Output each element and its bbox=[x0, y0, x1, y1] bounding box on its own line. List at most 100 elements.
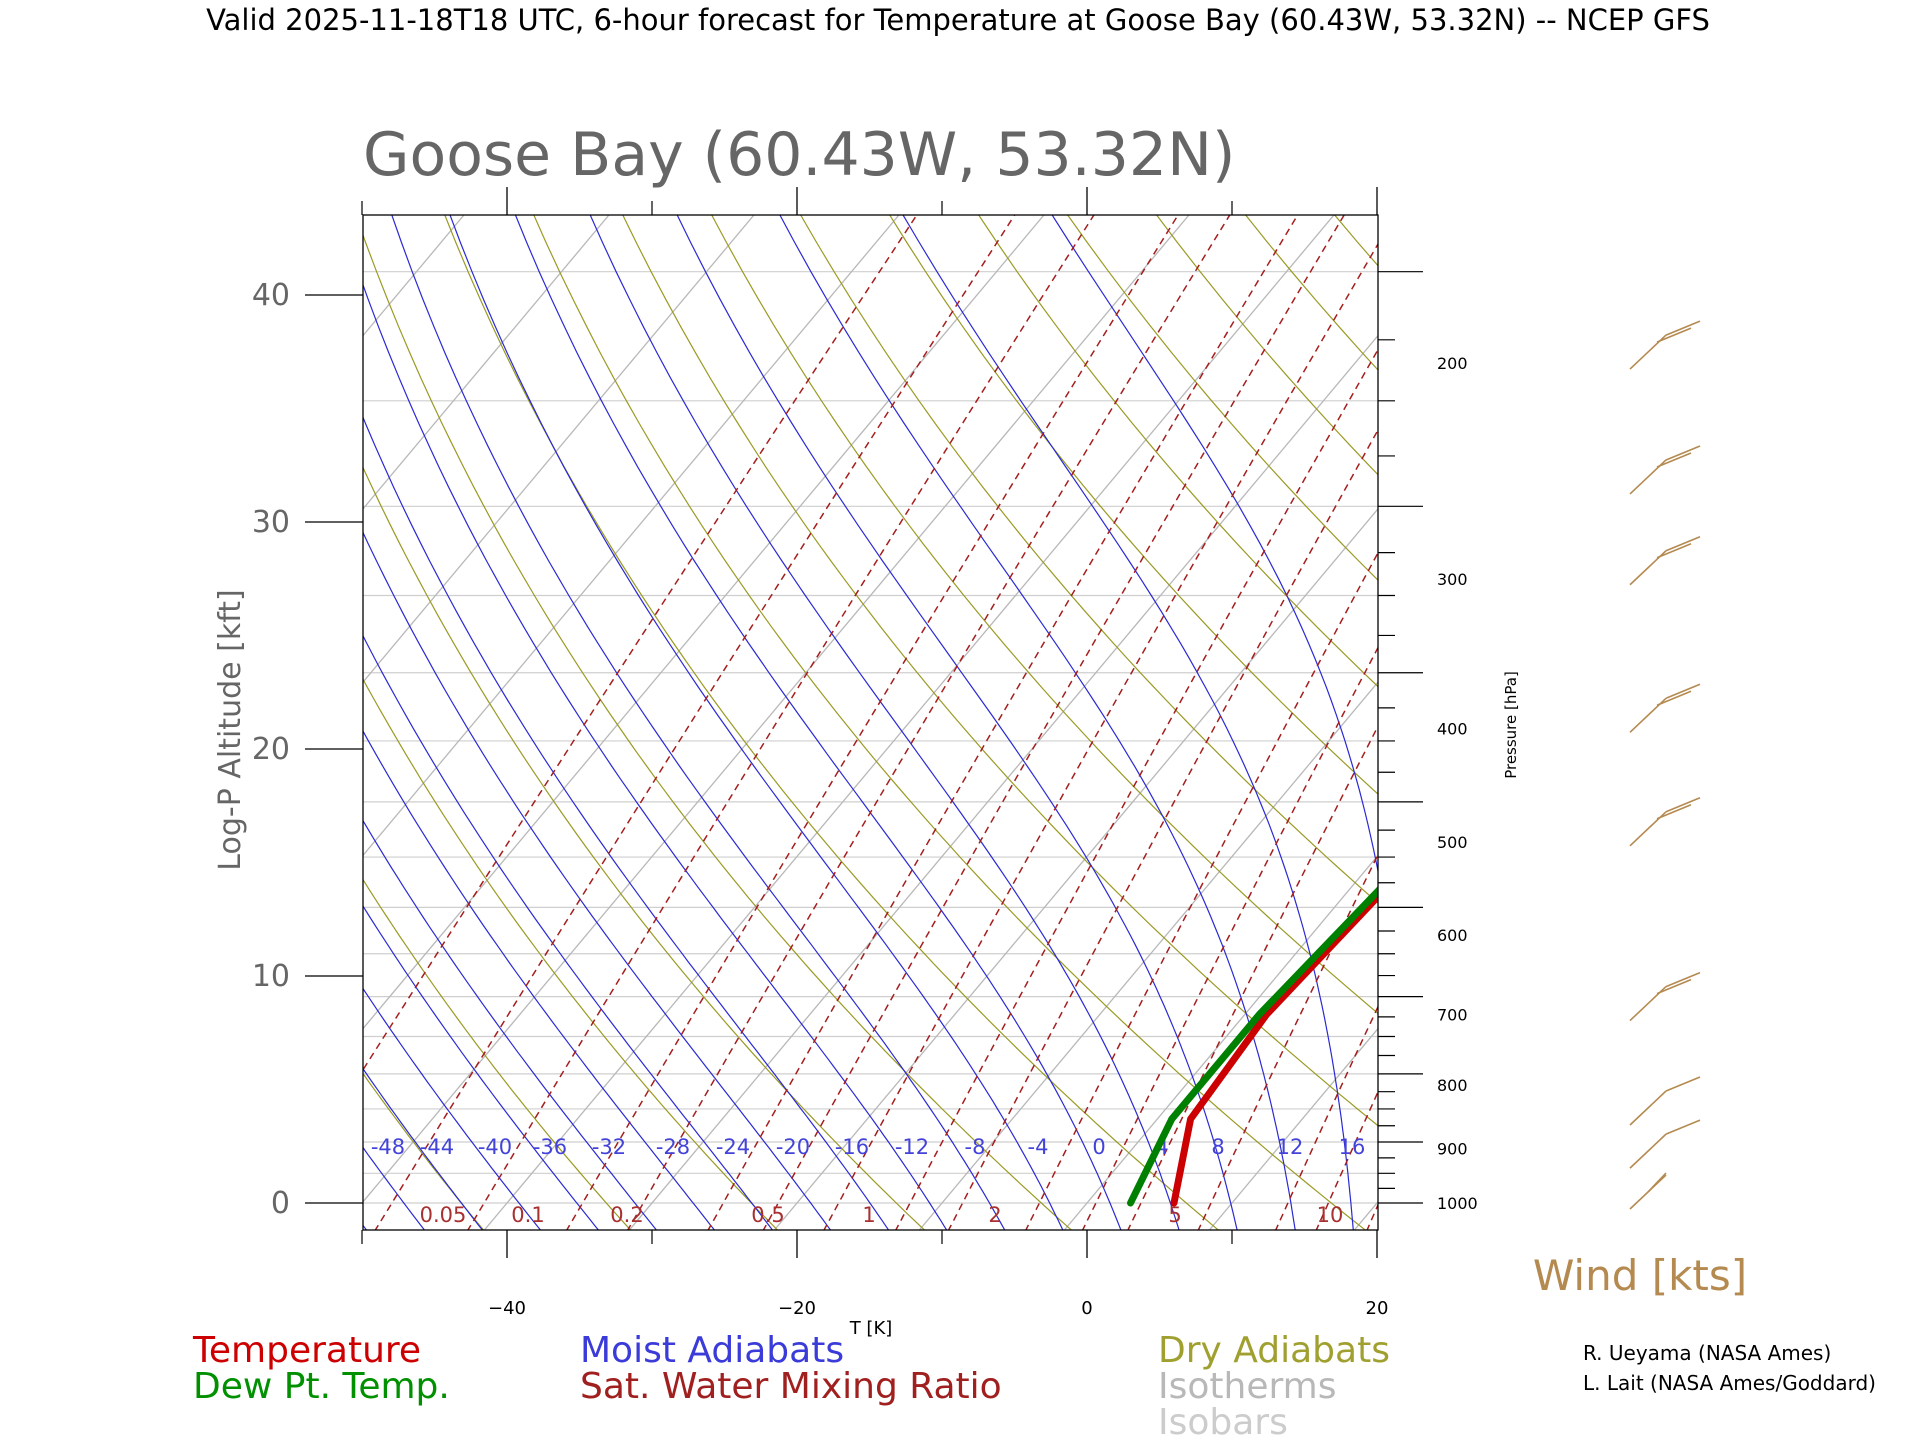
wind-barb-feather bbox=[1656, 452, 1692, 468]
moist-adiabat-line bbox=[902, 215, 1354, 1230]
isotherm-line bbox=[363, 215, 1045, 1030]
dry-adiabat-line bbox=[533, 215, 1367, 1230]
x-tick-label: 20 bbox=[1366, 1298, 1389, 1319]
x-tick-label: 0 bbox=[1081, 1298, 1092, 1319]
pressure-tick-label: 900 bbox=[1437, 1140, 1468, 1159]
wind-barb bbox=[1629, 536, 1701, 586]
mixing-ratio-line bbox=[1197, 852, 1378, 1230]
moist-adiabat-label: -8 bbox=[965, 1135, 986, 1159]
mixing-ratio-line bbox=[565, 215, 1179, 1230]
dry-adiabat-line bbox=[1416, 105, 1920, 1231]
wind-barb-staff bbox=[1629, 1133, 1667, 1169]
y-tick-label: 40 bbox=[252, 278, 290, 313]
profile-lines bbox=[1127, 886, 1378, 1207]
mixing-ratio-line bbox=[1315, 1090, 1378, 1230]
mixing-ratio-label: 0.05 bbox=[420, 1203, 467, 1227]
wind-barb-feather bbox=[1665, 320, 1701, 336]
wind-barb-feather bbox=[1665, 536, 1701, 552]
mixing-ratio-line bbox=[823, 242, 1378, 1230]
dry-adiabat-line bbox=[363, 678, 779, 1230]
legend-dewpoint: Dew Pt. Temp. bbox=[193, 1366, 450, 1407]
moist-adiabat-line bbox=[0, 562, 193, 1232]
moist-adiabat-line bbox=[391, 215, 1006, 1230]
wind-barb bbox=[1629, 971, 1701, 1022]
wind-barb-feather bbox=[1665, 445, 1701, 461]
wind-label: Wind [kts] bbox=[1533, 1251, 1747, 1300]
legend: Temperature Dew Pt. Temp. Moist Adiabats… bbox=[192, 1330, 1390, 1440]
dry-adiabat-line bbox=[1332, 105, 1920, 1231]
moist-adiabat-line bbox=[363, 283, 948, 1230]
dry-adiabat-line bbox=[1754, 105, 1920, 1231]
mixing-ratio-label: 5 bbox=[1168, 1203, 1181, 1227]
dry-adiabat-line bbox=[888, 215, 1378, 795]
isotherm-line bbox=[0, 215, 319, 1230]
wind-barbs bbox=[1629, 320, 1701, 1210]
dry-adiabat-line bbox=[363, 233, 1073, 1230]
dry-adiabat-line bbox=[1838, 105, 1920, 1231]
moist-adiabat-label: -36 bbox=[533, 1135, 567, 1159]
mixing-ratio-line bbox=[1127, 724, 1378, 1230]
wind-barb-feather bbox=[1656, 978, 1692, 995]
pressure-tick-label: 200 bbox=[1437, 354, 1468, 373]
moist-adiabat-line bbox=[779, 215, 1296, 1230]
mixing-ratio-line bbox=[1081, 646, 1378, 1230]
moist-adiabat-line bbox=[363, 531, 832, 1230]
y-tick-label: 20 bbox=[252, 732, 290, 767]
background-grid: -48 -44 -40 -36 -32 -28 -24 -20 -16 -12 -8 -4 0 4 8 12 1… bbox=[0, 105, 1920, 1232]
wind-barb-feather bbox=[1665, 797, 1701, 813]
dry-adiabat-line bbox=[1501, 105, 1920, 1231]
wind-barb-staff bbox=[1629, 1090, 1667, 1126]
mixing-ratio-label: 10 bbox=[1317, 1203, 1344, 1227]
mixing-ratio-line bbox=[947, 428, 1378, 1230]
moist-adiabat-label: -44 bbox=[420, 1135, 454, 1159]
wind-barb-feather bbox=[1656, 690, 1692, 707]
moist-adiabat-line bbox=[363, 987, 542, 1230]
isotherm-line bbox=[1208, 1027, 1378, 1230]
pressure-tick-label: 700 bbox=[1437, 1006, 1468, 1025]
mixing-ratio-line bbox=[707, 215, 1299, 1230]
dry-adiabat-line bbox=[711, 215, 1378, 1015]
credit-lait: L. Lait (NASA Ames/Goddard) bbox=[1583, 1371, 1876, 1395]
x-axis-label: T [K] bbox=[849, 1318, 893, 1339]
legend-isotherms: Isotherms bbox=[1158, 1366, 1336, 1407]
pressure-tick-label: 500 bbox=[1437, 833, 1468, 852]
moist-adiabat-line bbox=[1051, 215, 1378, 875]
moist-adiabat-label: -24 bbox=[716, 1135, 750, 1159]
mixing-ratio-line bbox=[1366, 1202, 1378, 1230]
wind-barb-feather bbox=[1665, 971, 1701, 988]
dry-adiabat-line bbox=[1066, 215, 1378, 582]
moist-adiabat-label: -20 bbox=[776, 1135, 810, 1159]
legend-temperature: Temperature bbox=[192, 1330, 421, 1371]
moist-adiabat-label: -12 bbox=[895, 1135, 929, 1159]
moist-adiabat-line bbox=[514, 215, 1122, 1230]
mixing-ratio-label: 0.1 bbox=[511, 1203, 544, 1227]
dry-adiabat-line bbox=[977, 215, 1378, 688]
wind-barb-feather bbox=[1656, 804, 1692, 820]
moist-adiabat-line bbox=[363, 415, 890, 1230]
isotherm-line bbox=[363, 215, 900, 857]
y-tick-label: 10 bbox=[252, 959, 290, 994]
moist-adiabat-line bbox=[676, 215, 1238, 1230]
credit-ueyama: R. Ueyama (NASA Ames) bbox=[1583, 1341, 1831, 1365]
dry-adiabat-line bbox=[1669, 105, 1920, 1231]
moist-adiabat-line bbox=[0, 487, 309, 1231]
station-title: Goose Bay (60.43W, 53.32N) bbox=[363, 120, 1235, 190]
dry-adiabat-line bbox=[363, 1072, 485, 1230]
moist-adiabat-line bbox=[589, 215, 1180, 1230]
moist-adiabat-label: -32 bbox=[592, 1135, 626, 1159]
moist-adiabat-label: 12 bbox=[1277, 1135, 1304, 1159]
isotherm-line bbox=[363, 215, 1190, 1203]
x-tick-label: −20 bbox=[778, 1298, 816, 1319]
dewpoint-line bbox=[1127, 886, 1378, 1207]
plot-frame bbox=[362, 214, 1379, 1231]
moist-adiabat-line bbox=[363, 634, 774, 1230]
isotherm-line bbox=[773, 507, 1378, 1230]
wind-barb-feather bbox=[1665, 683, 1701, 700]
moist-adiabat-line bbox=[363, 729, 716, 1230]
wind-barb bbox=[1629, 320, 1701, 370]
legend-moist-adiabats: Moist Adiabats bbox=[580, 1330, 844, 1371]
wind-barb bbox=[1629, 1119, 1701, 1169]
moist-adiabat-line bbox=[363, 819, 658, 1230]
isotherm-line bbox=[918, 681, 1378, 1230]
